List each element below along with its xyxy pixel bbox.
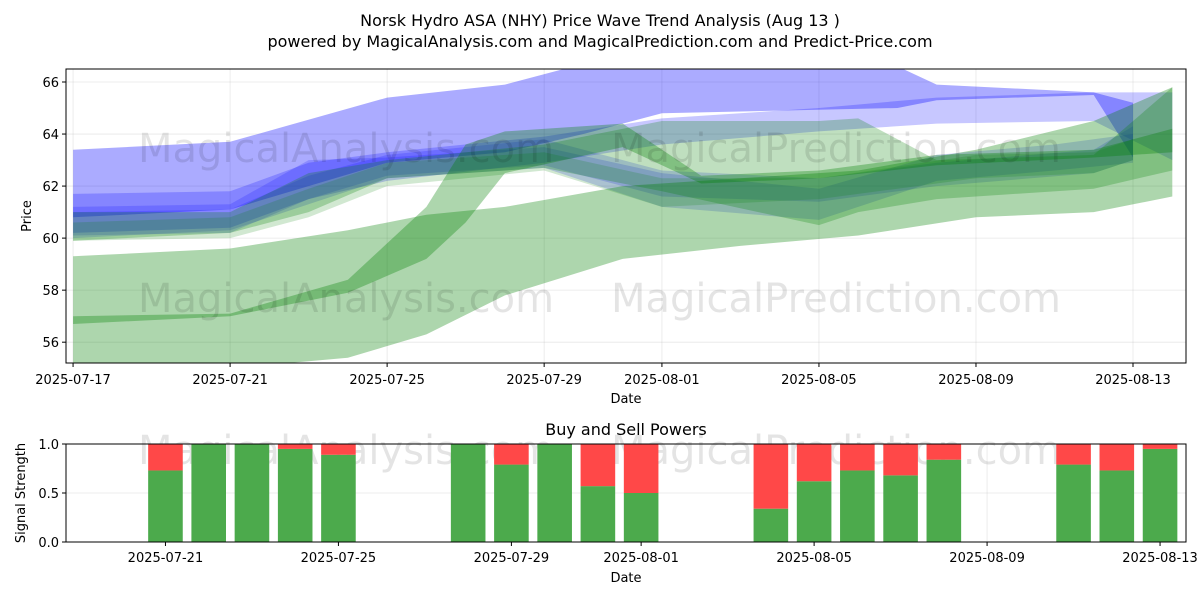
price-axes: 2025-07-17 2025-07-21 2025-07-25 2025-07-29… [35,76,1170,388]
signal-bars [148,444,1178,542]
buy-power-bar [883,475,918,542]
price-x-tick-label: 2025-07-17 [35,373,111,388]
signal-x-tick-label: 2025-07-25 [301,551,377,566]
sell-power-bar [148,444,183,471]
buy-power-bar [1099,470,1135,542]
buy-power-bar [1056,464,1091,542]
signal-y-tick-label: 0.0 [38,536,59,551]
buy-power-bar [494,464,529,542]
price-band-green-6 [73,87,1173,241]
price-band-blue-0 [73,69,1133,218]
watermark-right-top: MagicalPrediction.com [611,126,1061,172]
price-y-tick-label: 66 [42,76,59,91]
buy-power-bar [926,459,962,542]
sell-power-bar [1056,444,1091,465]
price-x-tick-label: 2025-07-21 [192,373,268,388]
signal-x-tick-label: 2025-08-13 [1122,551,1198,566]
sell-power-bar [883,444,918,476]
sell-power-bar [796,444,832,482]
buy-power-bar [191,444,226,542]
buy-power-bar [1142,448,1178,542]
price-y-tick-label: 64 [42,128,59,143]
signal-x-tick-label: 2025-07-21 [128,551,204,566]
price-y-tick-label: 60 [42,232,59,247]
signal-x-tick-label: 2025-08-09 [949,551,1025,566]
signal-y-tick-label: 1.0 [38,438,59,453]
price-x-tick-label: 2025-08-01 [624,373,700,388]
watermark-right-bottom: MagicalPrediction.com [611,428,1061,474]
sell-power-bar [494,444,529,465]
signal-x-tick-label: 2025-07-29 [474,551,550,566]
buy-power-bar [450,444,486,542]
signal-x-tick-label: 2025-08-01 [603,551,679,566]
signal-y-axis-label: Signal Strength [14,443,29,543]
sell-power-bar [926,444,962,460]
price-y-tick-label: 62 [42,180,59,195]
signal-x-tick-label: 2025-08-05 [776,551,852,566]
watermark-right-mid: MagicalPrediction.com [611,276,1061,322]
buy-power-bar [753,508,789,542]
signal-y-tick-label: 0.5 [38,487,59,502]
signal-x-axis-label: Date [610,571,641,586]
price-x-tick-label: 2025-07-29 [506,373,582,388]
price-y-tick-label: 58 [42,284,59,299]
buy-power-bar [148,470,183,542]
sell-power-bar [580,444,616,487]
sell-power-bar [623,444,659,493]
buy-power-bar [580,486,616,542]
price-y-axis-label: Price [20,200,35,232]
buy-power-bar [796,481,832,542]
buy-power-bar [234,444,270,542]
sell-power-bar [1099,444,1135,471]
watermark-left-top: MagicalAnalysis.com [138,126,554,172]
chart-title: Norsk Hydro ASA (NHY) Price Wave Trend A… [360,11,840,30]
buy-power-bar [623,493,659,542]
price-x-tick-label: 2025-08-13 [1095,373,1171,388]
sell-power-bar [1142,444,1178,449]
price-x-tick-label: 2025-08-05 [781,373,857,388]
price-plot-frame [65,68,1187,364]
chart-subtitle: powered by MagicalAnalysis.com and Magic… [267,32,932,51]
sell-power-bar [277,444,313,449]
buy-power-bar [537,444,572,542]
price-bands [73,69,1173,363]
watermark-left-mid: MagicalAnalysis.com [138,276,554,322]
sell-power-bar [321,444,356,455]
buy-power-bar [840,470,875,542]
price-x-tick-label: 2025-07-25 [349,373,425,388]
buy-power-bar [321,454,356,542]
buy-power-bar [277,448,313,542]
price-x-tick-label: 2025-08-09 [938,373,1014,388]
price-band-green-7 [73,139,1134,241]
price-y-tick-label: 56 [42,336,59,351]
price-band-blue-1 [73,92,1173,233]
price-band-blue-3 [73,126,1134,236]
price-x-axis-label: Date [610,392,641,407]
price-band-green-4 [73,87,1173,363]
price-grid [66,69,1186,363]
signal-chart-title: Buy and Sell Powers [545,420,707,439]
sell-power-bar [753,444,789,509]
price-band-blue-2 [73,134,1134,239]
signal-axes: 2025-07-21 2025-07-25 2025-07-29 2025-08-01… [38,438,1198,566]
sell-power-bar [840,444,875,471]
